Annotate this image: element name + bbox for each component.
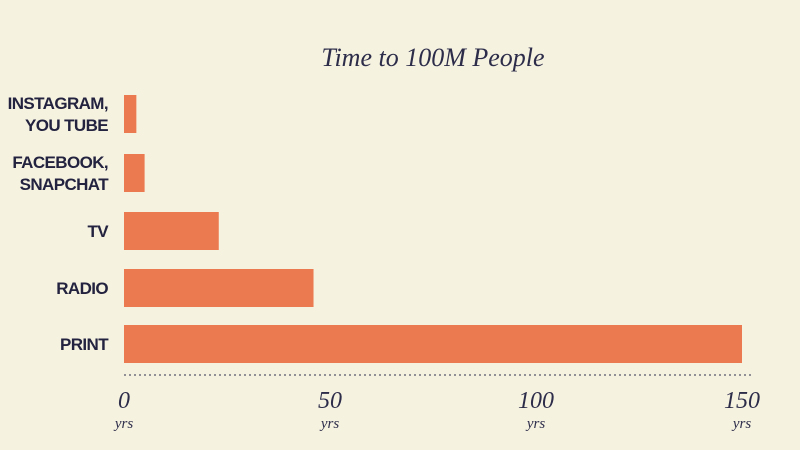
y-tick-label-line: PRINT: [60, 335, 109, 354]
bar: [124, 212, 219, 250]
bar: [124, 269, 314, 307]
y-tick-label-line: INSTAGRAM,: [8, 94, 108, 113]
y-tick-label-line: RADIO: [56, 279, 108, 298]
y-tick-label-line: TV: [87, 222, 109, 241]
y-tick-label-line: SNAPCHAT: [20, 175, 110, 194]
x-unit-label: yrs: [525, 416, 545, 432]
x-unit-label: yrs: [731, 416, 751, 432]
y-tick-label-line: FACEBOOK,: [12, 153, 108, 172]
x-tick-label: 50: [318, 388, 342, 414]
x-unit-label: yrs: [319, 416, 339, 432]
x-tick-label: 150: [724, 388, 760, 414]
y-tick-label: TV: [87, 222, 109, 241]
bar: [124, 154, 145, 192]
bar: [124, 325, 742, 363]
chart-title: Time to 100M People: [321, 43, 544, 72]
y-tick-label: FACEBOOK, SNAPCHAT: [12, 153, 109, 194]
x-unit-label: yrs: [113, 416, 133, 432]
y-tick-label-line: YOU TUBE: [25, 116, 108, 135]
y-tick-label: RADIO: [56, 279, 108, 298]
x-tick-label: 100: [518, 388, 554, 414]
bar: [124, 95, 137, 133]
y-tick-label: PRINT: [60, 335, 109, 354]
y-tick-label: INSTAGRAM, YOU TUBE: [8, 94, 109, 135]
x-tick-label: 0: [118, 388, 130, 414]
